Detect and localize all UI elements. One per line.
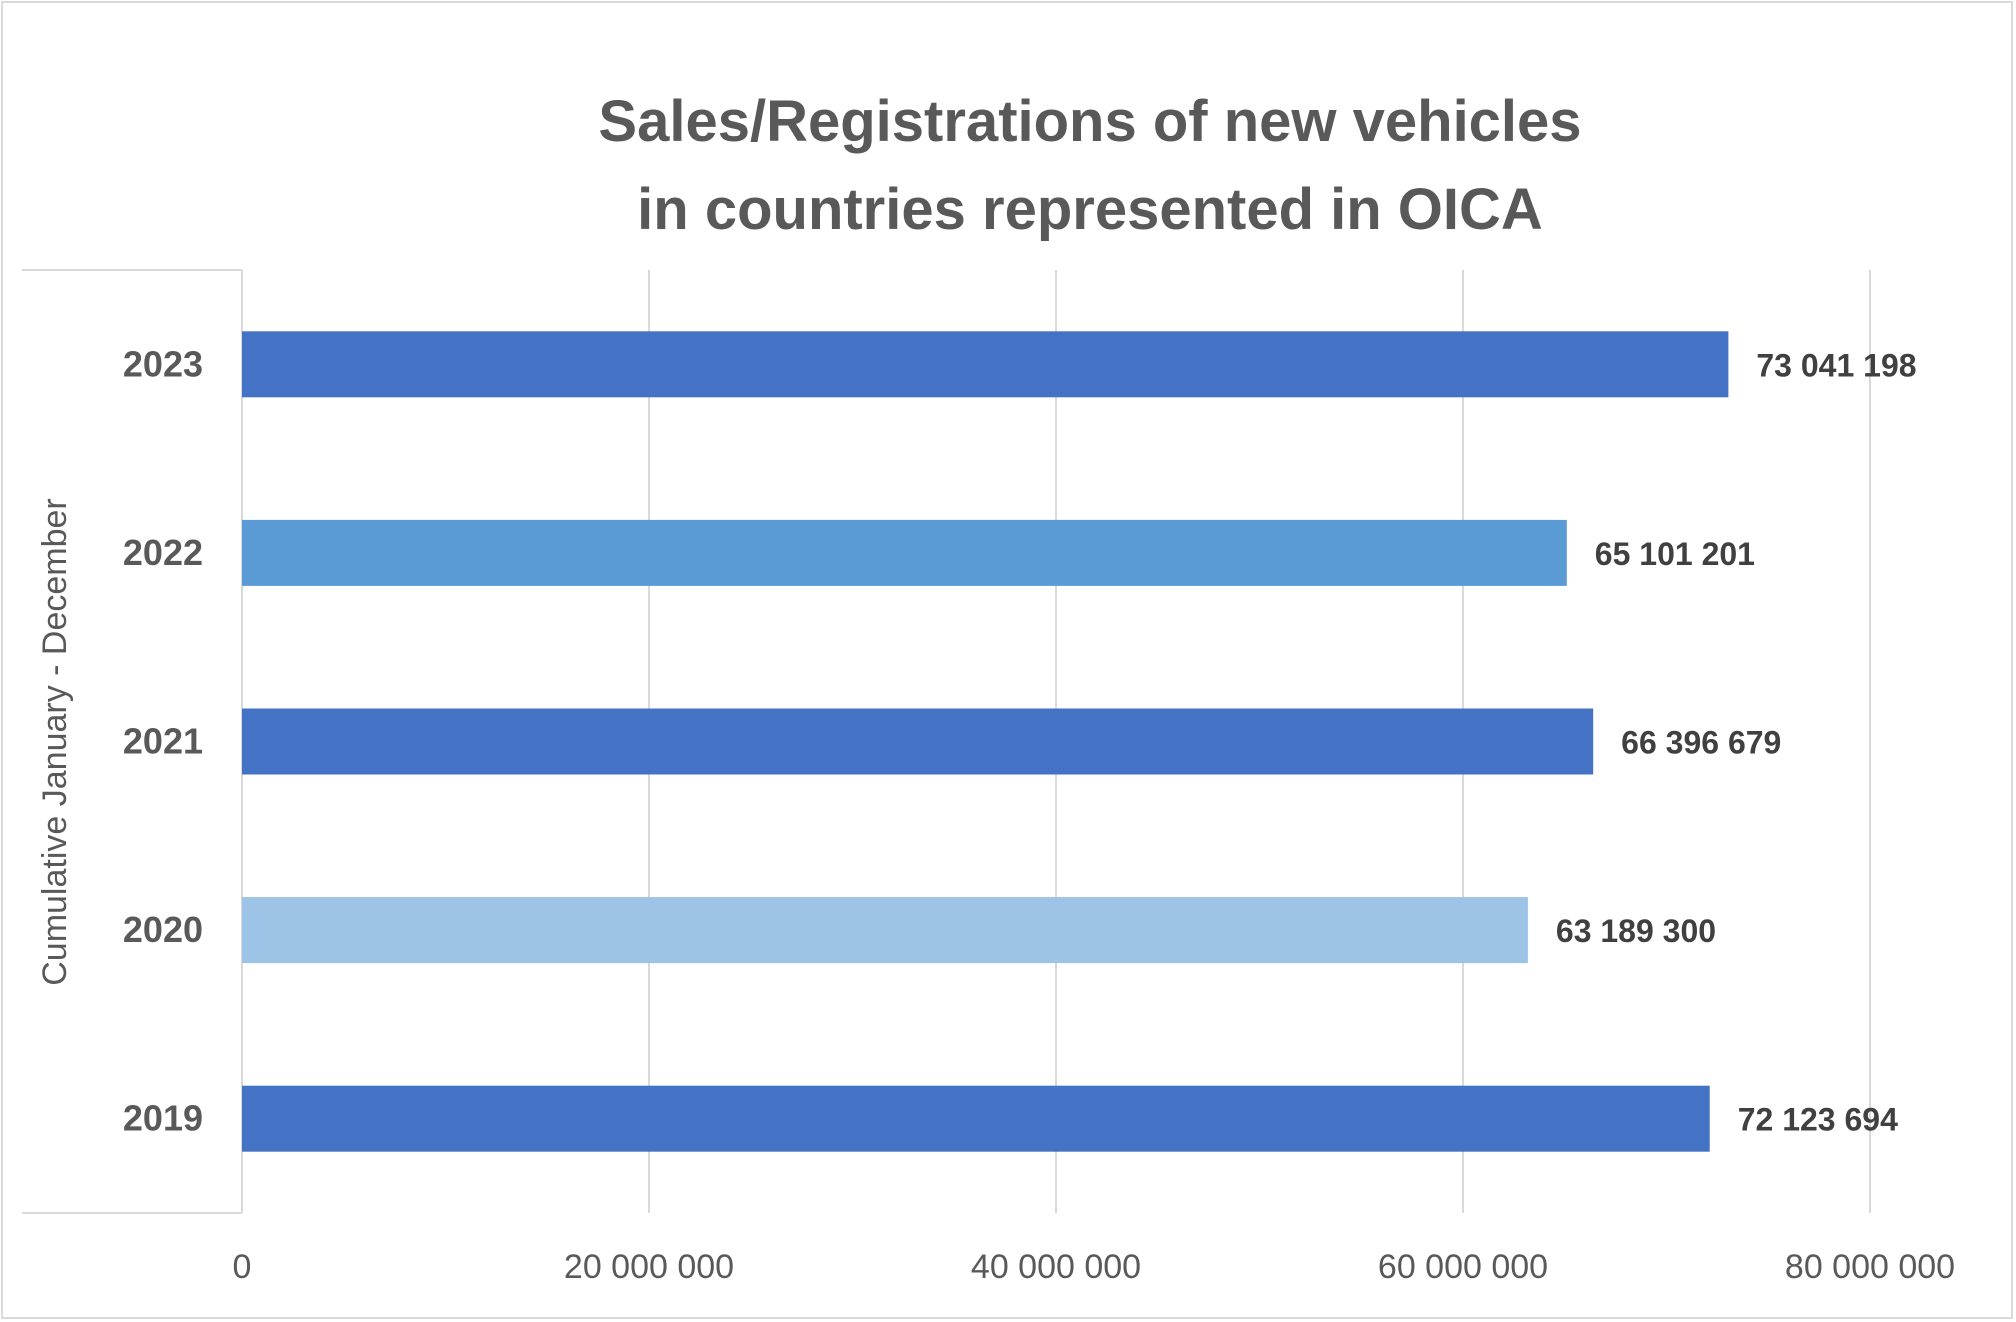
bar <box>242 708 1594 775</box>
category-label: 2021 <box>123 721 203 762</box>
chart-title-line-2: in countries represented in OICA <box>637 177 1543 242</box>
category-label: 2022 <box>123 532 203 573</box>
bars <box>242 331 1729 1152</box>
category-label: 2019 <box>123 1098 203 1139</box>
data-label: 63 189 300 <box>1556 913 1716 949</box>
data-label: 73 041 198 <box>1756 347 1916 383</box>
bar <box>242 519 1567 586</box>
x-tick-label: 80 000 000 <box>1785 1248 1955 1286</box>
x-tick-label: 60 000 000 <box>1378 1248 1548 1286</box>
category-labels: 2023 2022 2021 2020 2019 <box>123 343 203 1138</box>
bar <box>242 331 1729 398</box>
category-label: 2020 <box>123 909 203 950</box>
y-axis-title: Cumulative January - December <box>36 498 74 986</box>
x-tick-label: 0 <box>233 1248 252 1286</box>
category-label: 2023 <box>123 343 203 384</box>
chart-title: Sales/Registrations of new vehicles in c… <box>240 78 1940 254</box>
x-tick-label: 40 000 000 <box>971 1248 1141 1286</box>
x-tick-label: 20 000 000 <box>564 1248 734 1286</box>
value-labels: 73 041 198 65 101 201 66 396 679 63 189 300… <box>1556 347 1917 1137</box>
data-label: 66 396 679 <box>1621 725 1781 761</box>
data-label: 65 101 201 <box>1595 536 1755 572</box>
x-tick-labels: 0 20 000 000 40 000 000 60 000 000 80 000 00… <box>233 1248 1956 1286</box>
data-label: 72 123 694 <box>1738 1102 1898 1138</box>
bar <box>242 897 1528 964</box>
bar <box>242 1085 1710 1152</box>
chart-title-line-1: Sales/Registrations of new vehicles <box>598 89 1582 154</box>
